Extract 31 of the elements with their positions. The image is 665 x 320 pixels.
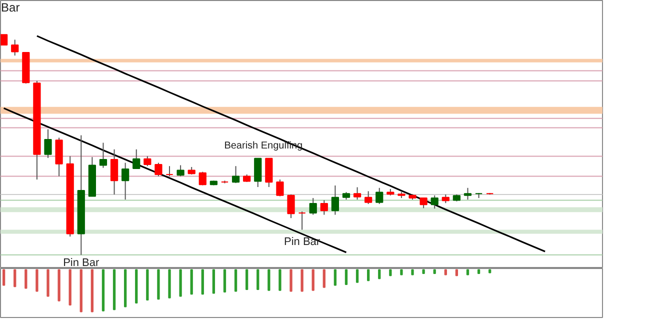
candlestick [254, 158, 262, 188]
candlestick [55, 137, 63, 177]
text: Pin Bar [63, 257, 100, 270]
candlestick [430, 194, 438, 210]
candlestick [320, 200, 328, 216]
candlestick [99, 142, 108, 168]
candlestick [298, 210, 306, 230]
candlestick [287, 194, 295, 219]
candlestick [364, 190, 372, 204]
candlestick [11, 39, 19, 56]
candlestick [464, 187, 472, 200]
candlestick [110, 148, 118, 196]
candlestick [0, 34, 8, 46]
candlestick [198, 171, 206, 186]
candlestick [144, 156, 152, 167]
candlestick [122, 162, 130, 200]
annotation: Pin Bar [284, 236, 320, 248]
candlestick [232, 166, 240, 184]
candlestick [44, 128, 52, 158]
candlestick [265, 158, 273, 188]
candlestick [276, 179, 284, 197]
candlestick [376, 187, 384, 204]
candlestick [309, 198, 317, 216]
candlestick [420, 198, 428, 209]
text: Bar [1, 0, 20, 14]
candlestick [154, 162, 162, 177]
candlestick [353, 186, 362, 200]
candlestick [176, 164, 184, 177]
candlestick [331, 184, 340, 216]
candlestick [166, 166, 174, 177]
candlestick [132, 148, 140, 170]
